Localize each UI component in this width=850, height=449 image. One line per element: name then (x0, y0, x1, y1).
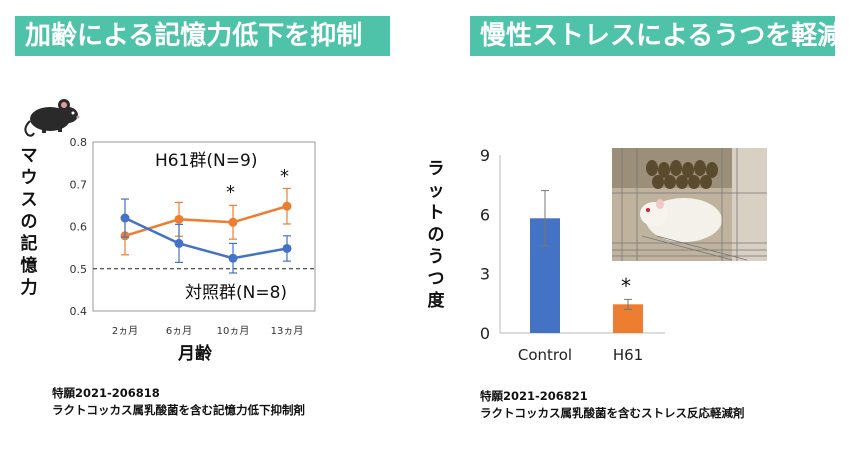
data-point-control (282, 243, 292, 253)
banner-memory: 加齢による記憶力低下を抑制 (15, 16, 390, 56)
left-chart-yticks: 0.8 0.7 0.6 0.5 0.4 (70, 136, 88, 318)
left-chart-axes (92, 141, 316, 312)
banner-depression: 慢性ストレスによるうつを軽減 (470, 16, 843, 56)
data-point-control (228, 253, 238, 263)
y-tick-label: 0.6 (70, 221, 88, 234)
patent-left-number: 特願2021-206818 (52, 386, 160, 400)
x-tick-label: 10ヵ月 (217, 325, 250, 337)
rat-in-cage-photo (612, 148, 767, 261)
left-chart-series (120, 187, 292, 274)
x-tick-label: 13ヵ月 (271, 325, 304, 337)
x-tick-label: 6ヵ月 (166, 325, 192, 337)
y-tick-label: 0.5 (70, 263, 88, 276)
y-tick-label: 0.8 (70, 136, 88, 149)
left-ylabel: マウスの記憶力 (20, 146, 38, 298)
y-tick-label: 0.4 (70, 305, 88, 318)
left-chart-xticks: 2ヵ月 6ヵ月 10ヵ月 13ヵ月 (112, 325, 304, 337)
left-xlabel: 月齢 (177, 343, 213, 364)
data-point-h61 (174, 214, 184, 224)
series-label-h61: H61群(N=9) (155, 151, 257, 171)
patent-right-title: ラクトコッカス属乳酸菌を含むストレス反応軽減剤 (480, 406, 745, 420)
data-point-control (120, 213, 130, 223)
x-tick-label: 2ヵ月 (112, 325, 138, 337)
series-line-control (124, 216, 288, 260)
right-ylabel: ラットのうつ度 (427, 159, 445, 311)
data-point-control (174, 238, 184, 248)
patent-right-number: 特願2021-206821 (480, 389, 588, 403)
patent-left-title: ラクトコッカス属乳酸菌を含む記憶力低下抑制剤 (52, 403, 305, 417)
plot-frame (92, 141, 316, 312)
series-line-h61 (124, 205, 288, 237)
data-point-h61 (282, 201, 292, 211)
significance-mark-13m: * (280, 166, 289, 187)
mouse-icon (24, 99, 80, 137)
series-label-control: 対照群(N=8) (185, 283, 287, 303)
significance-mark-10m: * (226, 182, 235, 203)
y-tick-label: 0.7 (70, 178, 88, 191)
data-point-h61 (228, 217, 238, 227)
